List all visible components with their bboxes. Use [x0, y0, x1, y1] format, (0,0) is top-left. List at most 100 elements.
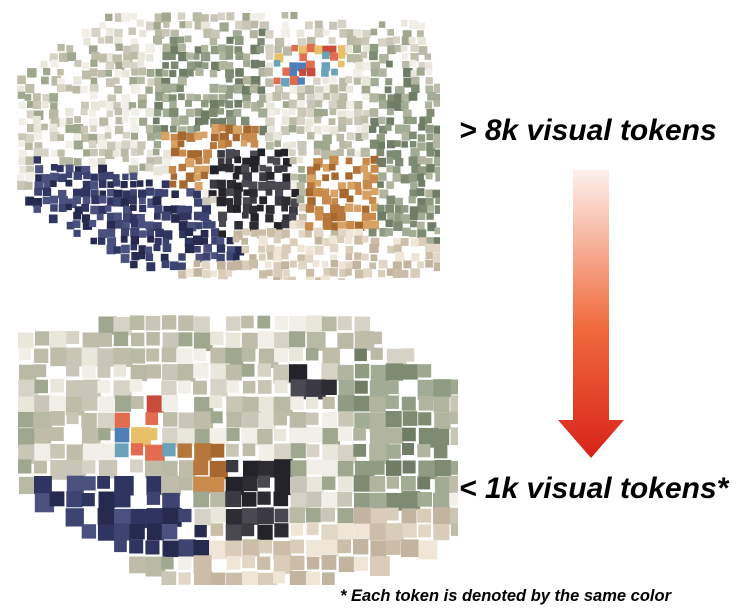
point-token [43, 68, 51, 76]
point-token [384, 86, 392, 94]
point-token [322, 396, 335, 409]
point-token [283, 158, 292, 167]
point-token [107, 197, 116, 207]
point-token [187, 126, 197, 136]
point-token [369, 197, 377, 205]
point-token [386, 492, 404, 511]
point-token [274, 332, 291, 349]
point-token [90, 148, 98, 157]
point-token [416, 173, 424, 181]
point-token [72, 85, 81, 94]
point-token [202, 188, 213, 199]
point-token [233, 253, 240, 261]
point-token [450, 395, 458, 413]
point-token [306, 396, 319, 410]
point-token [51, 59, 59, 68]
point-token [432, 252, 440, 262]
point-token [321, 524, 341, 544]
point-token [144, 246, 153, 254]
point-token [330, 189, 339, 198]
point-token [145, 53, 154, 62]
point-token [145, 556, 166, 577]
point-token [226, 443, 239, 457]
point-token [289, 221, 298, 230]
point-token [112, 150, 120, 158]
point-token [131, 107, 139, 116]
point-token [216, 237, 225, 245]
point-token [129, 117, 137, 125]
point-token [313, 148, 321, 156]
point-token [305, 60, 315, 70]
point-token [386, 476, 399, 489]
point-token [161, 347, 177, 363]
point-token [162, 108, 172, 117]
point-token [290, 443, 306, 459]
point-token [297, 92, 305, 101]
point-token [297, 85, 306, 95]
point-token [81, 204, 89, 212]
point-token [385, 507, 399, 521]
point-token [361, 253, 369, 261]
point-token [259, 21, 270, 31]
point-token [249, 84, 259, 94]
point-token [169, 37, 178, 46]
point-token [328, 118, 336, 125]
point-token [433, 492, 450, 510]
point-token [370, 237, 380, 247]
point-token [129, 379, 143, 392]
point-token [225, 524, 242, 541]
point-token [210, 270, 217, 277]
point-token [274, 476, 294, 496]
point-token [209, 165, 219, 175]
point-token [313, 227, 324, 238]
point-token [272, 157, 281, 165]
point-token [337, 60, 345, 68]
point-token [203, 243, 212, 253]
point-token [225, 140, 232, 147]
point-token [273, 222, 283, 231]
point-token [50, 347, 69, 367]
point-token [34, 428, 52, 446]
point-token [257, 315, 271, 329]
point-token [225, 52, 234, 60]
point-token [274, 229, 285, 239]
point-token [361, 85, 371, 95]
point-token [369, 174, 379, 184]
point-token [328, 100, 338, 110]
point-token [170, 205, 180, 214]
point-token [66, 412, 79, 425]
point-token [59, 157, 69, 167]
point-token [154, 77, 163, 86]
point-token [56, 84, 65, 93]
point-token [321, 141, 331, 151]
point-token [155, 85, 165, 95]
point-token [417, 364, 432, 378]
point-token [115, 116, 123, 125]
point-token [218, 84, 228, 93]
point-token [289, 62, 298, 71]
point-token [386, 157, 394, 164]
point-token [425, 197, 434, 206]
point-token [168, 94, 177, 103]
point-token [130, 132, 139, 140]
point-token [73, 229, 81, 237]
point-token [290, 180, 300, 189]
point-token [186, 133, 196, 142]
point-token [369, 93, 379, 103]
point-token [177, 43, 186, 52]
point-token [249, 221, 259, 232]
point-token [321, 316, 337, 332]
point-token [232, 149, 240, 158]
point-token [225, 491, 242, 508]
point-token [346, 36, 357, 46]
point-token [434, 476, 452, 494]
point-token [114, 69, 123, 77]
point-token [184, 212, 192, 220]
point-token [346, 229, 354, 237]
point-token [387, 29, 394, 36]
point-token [329, 126, 339, 136]
point-token [193, 380, 207, 395]
point-token [195, 117, 203, 126]
point-token [392, 150, 402, 159]
point-token [162, 51, 171, 61]
